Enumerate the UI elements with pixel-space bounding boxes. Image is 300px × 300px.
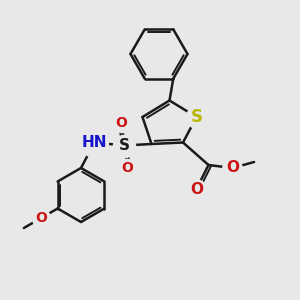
Text: HN: HN — [82, 135, 107, 150]
Text: S: S — [119, 138, 130, 153]
Text: S: S — [190, 108, 202, 126]
Text: O: O — [226, 160, 239, 175]
Text: O: O — [190, 182, 203, 196]
Text: O: O — [122, 161, 134, 175]
Text: O: O — [116, 116, 128, 130]
Text: O: O — [35, 211, 47, 225]
